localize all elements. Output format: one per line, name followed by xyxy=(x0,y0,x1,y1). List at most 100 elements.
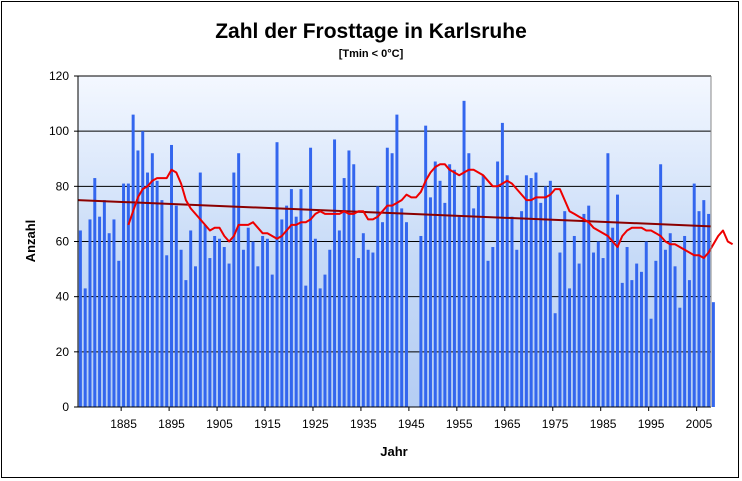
bar-1881 xyxy=(102,200,106,407)
bar-1887 xyxy=(131,114,135,407)
gridlines xyxy=(78,75,711,353)
bar-1913 xyxy=(256,266,260,407)
x-tick-label-2005: 2005 xyxy=(686,417,713,431)
bar-1894 xyxy=(165,255,169,407)
bar-1926 xyxy=(318,288,322,407)
bar-1949 xyxy=(428,197,432,407)
bar-1925 xyxy=(313,238,317,407)
x-tick-label-1925: 1925 xyxy=(302,417,329,431)
bar-1914 xyxy=(261,235,265,407)
x-tick-label-1885: 1885 xyxy=(110,417,137,431)
bar-1991 xyxy=(630,280,634,407)
y-tick-label-100: 100 xyxy=(49,124,69,138)
bar-1928 xyxy=(328,249,332,407)
bar-1924 xyxy=(309,147,313,407)
bar-1947 xyxy=(419,235,423,407)
bar-1920 xyxy=(289,189,293,407)
bar-1962 xyxy=(491,247,495,407)
x-tick-labels: 1885 1895 1905 1915 1925 1935 1945 1955 1965 1975… xyxy=(110,417,712,431)
bar-1890 xyxy=(146,172,150,407)
bar-1966 xyxy=(510,216,514,407)
bar-2006 xyxy=(702,200,706,407)
bar-1986 xyxy=(606,153,610,407)
bar-1916 xyxy=(270,274,274,407)
bar-1968 xyxy=(520,211,524,407)
bar-1943 xyxy=(400,208,404,407)
bar-1961 xyxy=(486,260,490,407)
bar-1993 xyxy=(639,271,643,407)
bar-1876 xyxy=(78,230,82,407)
y-tick-label-0: 0 xyxy=(62,400,69,414)
bar-2007 xyxy=(707,213,711,407)
bar-2001 xyxy=(678,307,682,407)
bar-1939 xyxy=(381,222,384,407)
bar-1905 xyxy=(217,238,221,407)
bar-1898 xyxy=(184,280,188,407)
y-tick-labels: 0 20 40 60 80 100 120 xyxy=(49,69,69,414)
bar-1963 xyxy=(496,161,500,407)
bar-1892 xyxy=(155,180,159,407)
bar-1994 xyxy=(644,241,648,407)
bar-1935 xyxy=(361,233,365,407)
y-tick-label-80: 80 xyxy=(56,179,70,193)
bar-1885 xyxy=(122,183,126,407)
bar-1941 xyxy=(390,153,394,407)
bar-1896 xyxy=(174,205,178,407)
bar-1917 xyxy=(275,142,279,407)
x-axis-label: Jahr xyxy=(380,444,407,459)
bar-1982 xyxy=(587,205,591,407)
bar-1956 xyxy=(462,100,466,407)
bar-1940 xyxy=(385,147,389,407)
bar-1891 xyxy=(150,153,154,407)
x-tick-label-1995: 1995 xyxy=(638,417,665,431)
y-tick-label-60: 60 xyxy=(56,235,70,249)
bar-1981 xyxy=(582,213,586,407)
axes xyxy=(74,75,712,411)
bar-1904 xyxy=(213,235,217,407)
bar-series xyxy=(78,100,715,408)
bar-1942 xyxy=(395,114,399,407)
bar-1918 xyxy=(280,219,284,407)
chart-title: Zahl der Frosttage in Karlsruhe xyxy=(215,20,527,43)
bar-1938 xyxy=(376,186,380,407)
bar-1967 xyxy=(515,249,519,407)
bar-1952 xyxy=(443,202,447,407)
bar-1895 xyxy=(170,144,173,408)
bar-1936 xyxy=(366,249,370,407)
bar-2004 xyxy=(692,183,696,407)
bar-1978 xyxy=(568,288,572,407)
chart-subtitle: [Tmin < 0°C] xyxy=(338,48,404,60)
y-tick-label-40: 40 xyxy=(56,290,70,304)
bar-1990 xyxy=(625,247,629,407)
x-tick-label-1975: 1975 xyxy=(542,417,569,431)
bar-1954 xyxy=(452,169,456,407)
bar-1970 xyxy=(529,178,533,407)
bar-1985 xyxy=(601,258,605,407)
bar-1979 xyxy=(572,235,576,407)
x-tick-label-1965: 1965 xyxy=(494,417,521,431)
bar-1886 xyxy=(126,183,130,407)
x-tick-label-1895: 1895 xyxy=(158,417,185,431)
bar-1950 xyxy=(433,161,437,407)
x-tick-label-1905: 1905 xyxy=(206,417,233,431)
bar-1971 xyxy=(534,172,538,407)
bar-1915 xyxy=(265,238,269,407)
bar-1906 xyxy=(222,247,226,407)
x-tick-label-1915: 1915 xyxy=(254,417,281,431)
bar-1983 xyxy=(592,252,595,407)
bar-1902 xyxy=(203,224,207,407)
bar-1897 xyxy=(179,249,183,407)
bar-1996 xyxy=(654,260,658,407)
bar-1901 xyxy=(198,172,202,407)
bar-1957 xyxy=(467,153,471,407)
bar-1988 xyxy=(616,194,619,407)
bar-1907 xyxy=(227,263,231,407)
x-tick-label-1935: 1935 xyxy=(350,417,377,431)
bar-1933 xyxy=(352,164,356,407)
bar-1932 xyxy=(347,150,351,407)
moving-average-line xyxy=(127,163,734,259)
bar-1999 xyxy=(668,233,672,407)
bar-1930 xyxy=(337,230,341,407)
x-tick-label-1955: 1955 xyxy=(446,417,473,431)
